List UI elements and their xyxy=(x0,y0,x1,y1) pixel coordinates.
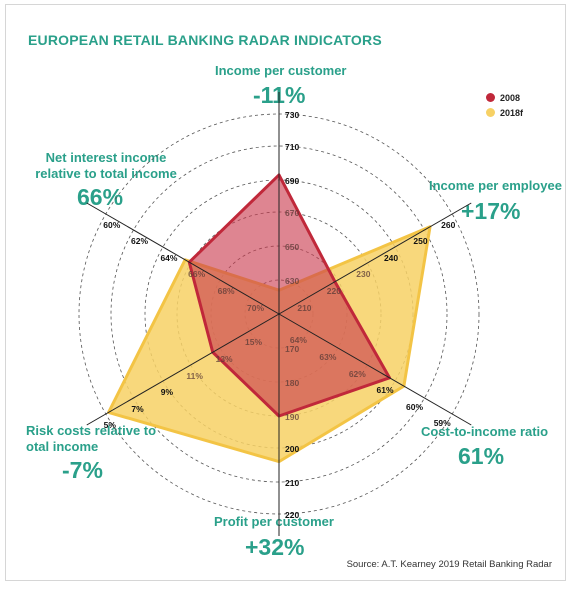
source-note: Source: A.T. Kearney 2019 Retail Banking… xyxy=(346,559,552,570)
tick-label-5-2: 66% xyxy=(188,269,205,279)
tick-label-5-4: 62% xyxy=(131,236,148,246)
axis-label-income-per-customer: Income per customer xyxy=(215,63,347,78)
tick-label-0-0: 630 xyxy=(285,276,299,286)
legend-item-2008: 2008 xyxy=(486,90,523,105)
legend-swatch-2008 xyxy=(486,93,495,102)
axis-line-2 xyxy=(278,313,472,426)
tick-label-2-3: 61% xyxy=(377,385,394,395)
axis-label-income-per-employee: Income per employee xyxy=(429,178,562,193)
legend-label-2008: 2008 xyxy=(500,92,521,103)
tick-label-1-0: 210 xyxy=(297,303,311,313)
tick-label-2-2: 62% xyxy=(349,369,366,379)
tick-label-4-4: 7% xyxy=(131,404,144,414)
tick-label-2-0: 64% xyxy=(290,335,307,345)
tick-label-1-4: 250 xyxy=(413,236,427,246)
axis-label-profit-per-customer: Profit per customer xyxy=(214,514,334,529)
tick-label-5-0: 70% xyxy=(247,303,264,313)
tick-label-0-2: 670 xyxy=(285,208,299,218)
tick-label-3-2: 190 xyxy=(285,412,299,422)
tick-label-5-1: 68% xyxy=(218,286,235,296)
axis-label-net-interest-income: Net interest income relative to total in… xyxy=(35,150,177,181)
axis-value-profit-per-customer: +32% xyxy=(245,534,305,560)
grid-ring-4 xyxy=(110,145,448,483)
axis-line-4 xyxy=(86,313,280,426)
axis-value-cost-to-income: 61% xyxy=(458,443,505,469)
chart-title: EUROPEAN RETAIL BANKING RADAR INDICATORS xyxy=(28,32,382,48)
tick-label-4-0: 15% xyxy=(245,337,262,347)
axis-value-net-interest-income: 66% xyxy=(77,184,124,210)
axis-line-1 xyxy=(278,202,472,315)
tick-label-2-1: 63% xyxy=(319,352,336,362)
tick-label-3-4: 210 xyxy=(285,478,299,488)
tick-label-2-5: 59% xyxy=(434,418,451,428)
tick-label-2-4: 60% xyxy=(406,402,423,412)
legend-label-2018f: 2018f xyxy=(500,107,524,118)
axis-label-risk-costs: Risk costs relative to otal income xyxy=(26,423,157,454)
tick-label-5-5: 60% xyxy=(103,220,120,230)
axis-line-5 xyxy=(86,202,280,315)
axis-value-income-per-employee: +17% xyxy=(461,198,521,224)
legend-swatch-2018f xyxy=(486,108,495,117)
tick-label-3-1: 180 xyxy=(285,378,299,388)
tick-label-1-5: 260 xyxy=(441,220,455,230)
tick-label-0-3: 690 xyxy=(285,176,299,186)
tick-label-4-5: 5% xyxy=(104,420,117,430)
tick-label-4-2: 11% xyxy=(186,371,203,381)
tick-label-0-5: 730 xyxy=(285,110,299,120)
tick-label-1-1: 220 xyxy=(327,286,341,296)
axis-value-risk-costs: -7% xyxy=(62,457,103,483)
legend: 2008 2018f xyxy=(486,90,523,120)
tick-label-0-1: 650 xyxy=(285,242,299,252)
tick-label-5-3: 64% xyxy=(160,253,177,263)
tick-label-0-4: 710 xyxy=(285,142,299,152)
tick-label-3-0: 170 xyxy=(285,344,299,354)
tick-label-3-3: 200 xyxy=(285,444,299,454)
tick-label-3-5: 220 xyxy=(285,510,299,520)
tick-label-4-3: 9% xyxy=(161,387,174,397)
tick-label-1-2: 230 xyxy=(356,269,370,279)
legend-item-2018f: 2018f xyxy=(486,105,523,120)
tick-label-4-1: 13% xyxy=(216,354,233,364)
axis-label-cost-to-income: Cost-to-income ratio xyxy=(421,424,549,439)
tick-label-1-3: 240 xyxy=(384,253,398,263)
